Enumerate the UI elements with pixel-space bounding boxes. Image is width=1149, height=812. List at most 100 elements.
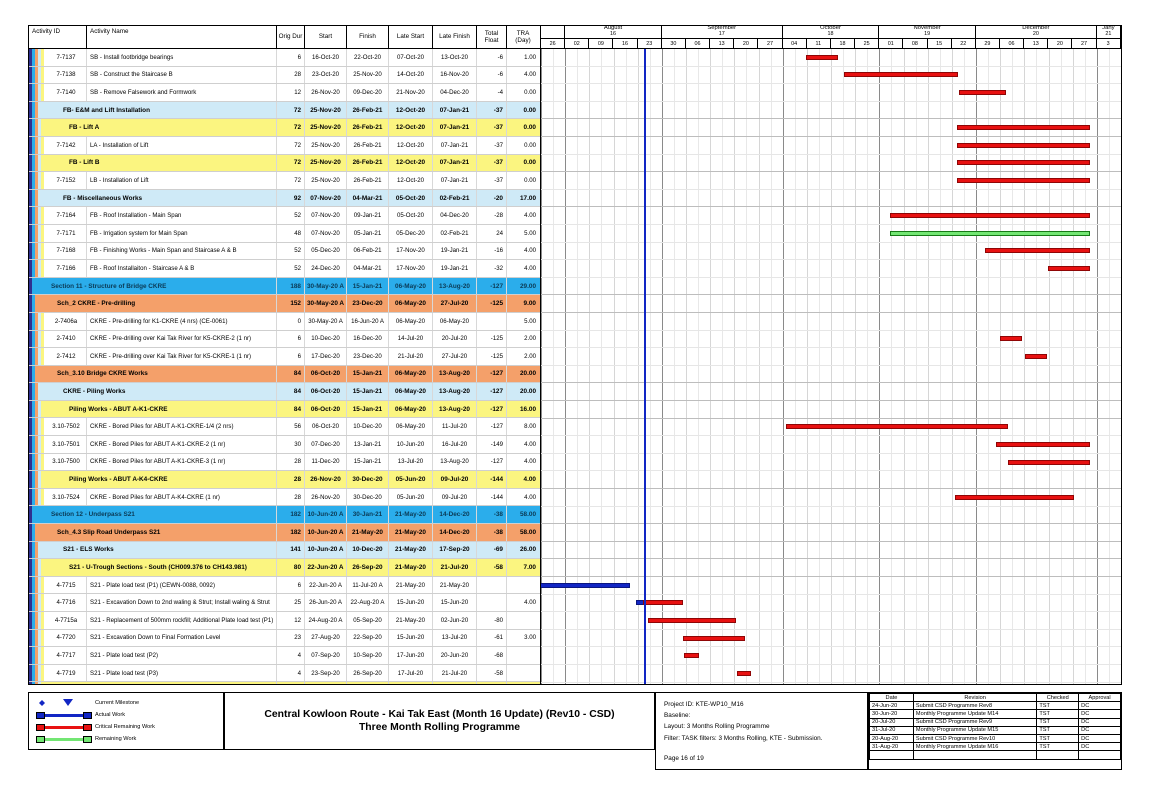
gantt-bar-crit[interactable] xyxy=(955,494,1074,500)
gridline-vertical-minor xyxy=(698,49,700,684)
table-row[interactable]: FB - Miscellaneous Works 92 07-Nov-20 04-Ma… xyxy=(29,189,540,208)
table-body[interactable]: 7-7137 SB - Install footbridge bearings 6 1… xyxy=(29,49,540,684)
gantt-bar-crit[interactable] xyxy=(786,424,1008,430)
table-row[interactable]: 4-7715 S21 - Plate load test (P1) (CEWN-0… xyxy=(29,576,540,595)
gantt-bar-crit[interactable] xyxy=(643,600,683,606)
revision-row: 31-Jul-20 Monthly Programme Update M15 TST… xyxy=(869,725,1121,735)
table-row[interactable]: 7-7166 FB - Roof Installaiton - Staircase… xyxy=(29,260,540,278)
table-row[interactable]: 7-7137 SB - Install footbridge bearings 6 1… xyxy=(29,49,540,67)
gantt-bar-crit[interactable] xyxy=(806,54,838,60)
col-header-dur[interactable]: Orig Dur xyxy=(277,26,305,48)
gantt-bar-act[interactable] xyxy=(541,582,630,588)
cell-dur: 4 xyxy=(277,647,305,664)
gantt-bar-crit[interactable] xyxy=(684,653,699,659)
gridline-vertical-minor xyxy=(722,49,724,684)
table-row[interactable]: 7-7138 SB - Construct the Staircase B 28 23… xyxy=(29,66,540,85)
gantt-bar-crit[interactable] xyxy=(959,90,1006,95)
gantt-bar-crit[interactable] xyxy=(1025,354,1047,359)
activity-name: S21 - Plate load test (P3) xyxy=(87,664,277,682)
gantt-bar-crit[interactable] xyxy=(737,670,751,676)
bar-icon xyxy=(39,713,89,717)
cell-start: 16-Oct-20 xyxy=(305,49,347,66)
gridline-horizontal xyxy=(541,153,1121,155)
gridline-horizontal xyxy=(541,593,1121,595)
revision-row: 30-Jun-20 Monthly Programme Update M14 TST… xyxy=(869,709,1121,719)
table-row[interactable]: 4-7716 S21 - Excavation Down to 2nd walin… xyxy=(29,594,540,612)
gridline-vertical-minor xyxy=(1084,49,1086,684)
gantt-bar-crit[interactable] xyxy=(844,72,958,78)
table-row[interactable]: FB - Lift B 72 25-Nov-20 26-Feb-21 12-Oct-20… xyxy=(29,154,540,173)
gantt-bar-crit[interactable] xyxy=(957,178,1090,183)
col-header-finish[interactable]: Finish xyxy=(347,26,389,48)
table-row[interactable]: 3.10-7500 CKRE - Bored Piles for ABUT A-K… xyxy=(29,453,540,472)
table-row[interactable]: Piling Works - ABUT A-K4-CKRE 28 26-Nov-20… xyxy=(29,471,540,489)
table-row[interactable]: 4-7715a S21 - Replacement of 500mm rockfi… xyxy=(29,612,540,630)
table-row[interactable]: 2-7406a CKRE - Pre-drilling for K1-CKRE (… xyxy=(29,312,540,331)
timeline-week-22: 22 xyxy=(952,39,976,48)
col-header-ls[interactable]: Late Start xyxy=(389,26,433,48)
table-row[interactable]: S21 - Box Section (CH143.981 to CH205.70… xyxy=(29,682,540,684)
table-row[interactable]: FB- E&M and Lift Installation 72 25-Nov-20… xyxy=(29,101,540,120)
revision-header-row: Date Revision Checked Approval xyxy=(869,692,1121,703)
cell-finish: 30-Dec-20 xyxy=(347,471,389,488)
table-row[interactable]: S21 - U-Trough Sections - South (CH009.3… xyxy=(29,559,540,577)
table-row[interactable]: 7-7164 FB - Roof Installation - Main Span… xyxy=(29,207,540,225)
cell-ls: 14-Oct-20 xyxy=(389,66,433,84)
activity-table[interactable]: Activity ID Activity Name Orig Dur Start Fin… xyxy=(29,26,541,684)
table-row[interactable]: Sch_4.3 Slip Road Underpass S21 182 10-Jun… xyxy=(29,524,540,542)
table-row[interactable]: 3.10-7501 CKRE - Bored Piles for ABUT A-K… xyxy=(29,436,540,454)
table-row[interactable]: CKRE - Piling Works 84 06-Oct-20 15-Jan-21 0… xyxy=(29,383,540,401)
cell-ls: 21-May-20 xyxy=(389,576,433,594)
activity-name: CKRE - Bored Piles for ABUT A-K4-CKRE (1… xyxy=(87,488,277,506)
gantt-bar-crit[interactable] xyxy=(648,618,736,623)
table-row[interactable]: Piling Works - ABUT A-K1-CKRE 84 06-Oct-20… xyxy=(29,400,540,419)
table-row[interactable]: 7-7152 LB - Installation of Lift 72 25-Nov-… xyxy=(29,172,540,190)
cell-lf: 21-Jul-20 xyxy=(433,559,477,576)
gantt-bar-crit[interactable] xyxy=(957,125,1090,131)
gantt-bar-crit[interactable] xyxy=(1000,336,1022,342)
cell-finish: 22-Sep-20 xyxy=(347,629,389,647)
col-header-start[interactable]: Start xyxy=(305,26,347,48)
gantt-pane[interactable]: August 16 September 17 October 18 November 19 De… xyxy=(541,26,1121,684)
col-header-lf[interactable]: Late Finish xyxy=(433,26,477,48)
table-row[interactable]: 7-7171 FB - Irrigation system for Main Sp… xyxy=(29,224,540,243)
gantt-bar-crit[interactable] xyxy=(1048,266,1090,271)
gantt-bar-crit[interactable] xyxy=(683,635,745,641)
cell-tra: 4.00 xyxy=(524,264,536,272)
gantt-bar-crit[interactable] xyxy=(996,442,1090,447)
table-row[interactable]: 3.10-7524 CKRE - Bored Piles for ABUT A-K… xyxy=(29,488,540,507)
cell-tra: 5.00 xyxy=(524,317,536,325)
table-row[interactable]: 3.10-7502 CKRE - Bored Piles for ABUT A-K… xyxy=(29,418,540,437)
col-header-tf[interactable]: Total Float xyxy=(477,26,507,48)
gridline-horizontal xyxy=(541,400,1121,401)
table-row[interactable]: 7-7168 FB - Finishing Works - Main Span a… xyxy=(29,242,540,261)
col-header-tra[interactable]: TRA (Day) xyxy=(515,29,531,44)
gantt-bar-crit[interactable] xyxy=(957,142,1090,148)
cell-lf: 07-Jan-21 xyxy=(433,119,477,136)
table-row[interactable]: Sch_3.10 Bridge CKRE Works 84 06-Oct-20 15-… xyxy=(29,365,540,384)
table-row[interactable]: S21 - ELS Works 141 10-Jun-20 A 10-Dec-20 21… xyxy=(29,541,540,560)
table-row[interactable]: 2-7412 CKRE - Pre-drilling over Kai Tak R… xyxy=(29,348,540,366)
table-row[interactable]: 4-7720 S21 - Excavation Down to Final For… xyxy=(29,629,540,648)
gantt-bar-crit[interactable] xyxy=(957,160,1090,166)
cell-tf: -58 xyxy=(477,664,507,682)
table-row[interactable]: 4-7719 S21 - Plate load test (P3) 4 23-Sep-… xyxy=(29,664,540,683)
cell-ls: 13-Jul-20 xyxy=(389,453,433,471)
gantt-bar-crit[interactable] xyxy=(890,213,1090,219)
gantt-bar-crit[interactable] xyxy=(1008,459,1090,465)
gantt-bars-area[interactable] xyxy=(541,49,1121,684)
activity-id: 3.10-7501 xyxy=(29,436,87,453)
table-row[interactable]: 2-7410 CKRE - Pre-drilling over Kai Tak R… xyxy=(29,330,540,349)
col-header-id[interactable]: Activity ID xyxy=(29,26,87,48)
gantt-bar-crit[interactable] xyxy=(985,248,1090,254)
table-row[interactable]: 7-7140 SB - Remove Falsework and Formwork… xyxy=(29,84,540,102)
table-row[interactable]: 4-7717 S21 - Plate load test (P2) 4 07-Sep-… xyxy=(29,647,540,665)
table-row[interactable]: Section 12 - Underpass S21 182 10-Jun-20 A… xyxy=(29,506,540,525)
cell-start: 06-Oct-20 xyxy=(305,418,347,436)
table-row[interactable]: FB - Lift A 72 25-Nov-20 26-Feb-21 12-Oct-20… xyxy=(29,119,540,137)
gantt-bar-rem[interactable] xyxy=(890,230,1090,236)
col-header-name[interactable]: Activity Name xyxy=(87,26,277,48)
table-row[interactable]: Section 11 - Structure of Bridge CKRE 188… xyxy=(29,277,540,296)
table-row[interactable]: 7-7142 LA - Installation of Lift 72 25-Nov-… xyxy=(29,136,540,155)
